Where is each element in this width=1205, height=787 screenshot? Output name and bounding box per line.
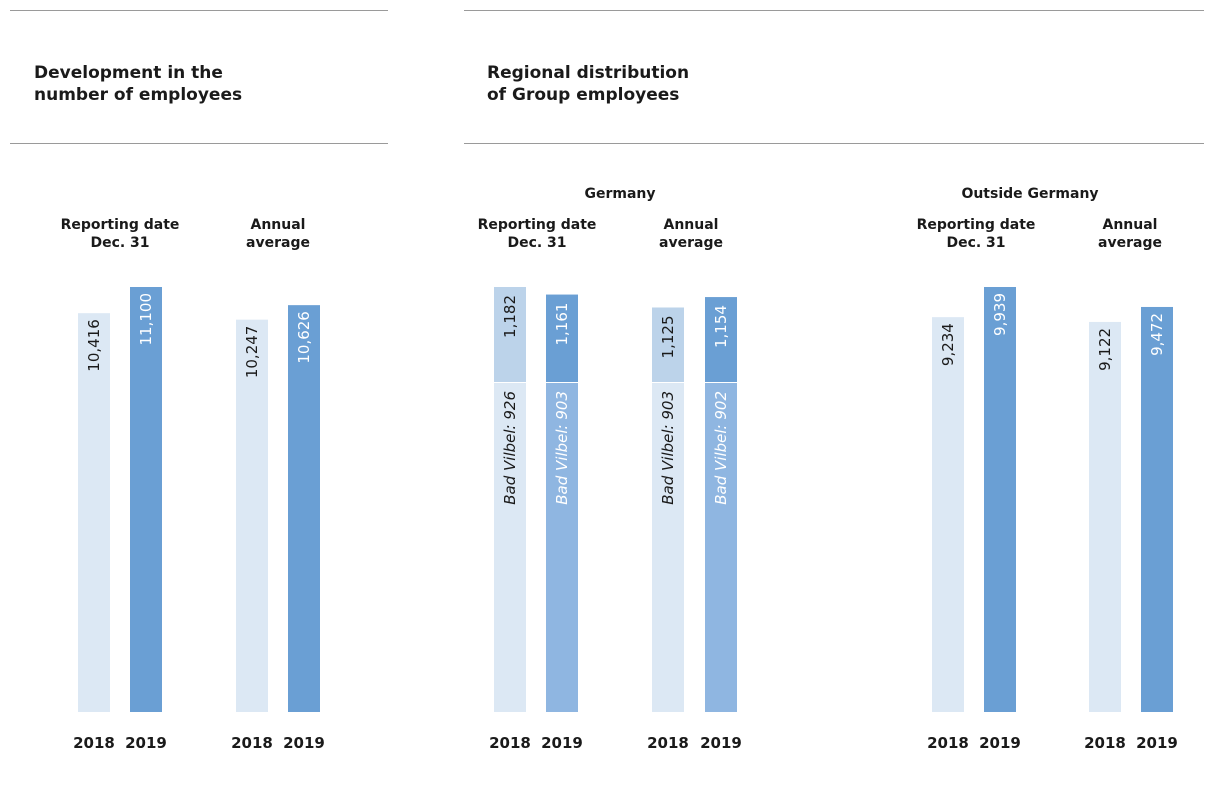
year-label-germany-col0-2018: 2018 xyxy=(489,734,531,752)
value-label-outside-germany-col1-2019: 9,472 xyxy=(1148,313,1166,356)
bar-bottom-germany-col1-2019 xyxy=(705,383,737,712)
year-label-employees-col1-2019: 2019 xyxy=(283,734,325,752)
year-label-germany-col1-2018: 2018 xyxy=(647,734,689,752)
bar-outside-germany-col0-2018 xyxy=(932,317,964,712)
year-label-germany-col1-2019: 2019 xyxy=(700,734,742,752)
bar-divider-germany-col0-2019 xyxy=(546,382,578,383)
bar-divider-germany-col1-2018 xyxy=(652,382,684,383)
bar-outside-germany-col0-2019 xyxy=(984,287,1016,712)
total-label-germany-col0-2019: 1,161 xyxy=(553,303,571,346)
group-title-outside-germany: Outside Germany xyxy=(961,186,1099,202)
total-label-germany-col1-2018: 1,125 xyxy=(659,315,677,358)
bar-top-germany-col1-2019 xyxy=(705,297,737,382)
year-label-employees-col0-2019: 2019 xyxy=(125,734,167,752)
top-rule-left xyxy=(10,10,388,11)
sub-label-germany-col1-2019: Bad Vilbel: 902 xyxy=(712,391,730,505)
year-label-outside-germany-col1-2018: 2018 xyxy=(1084,734,1126,752)
col-title-annual-average-2: Annual average xyxy=(659,217,723,251)
bar-bottom-germany-col0-2018 xyxy=(494,383,526,712)
bar-outside-germany-col1-2018 xyxy=(1089,321,1121,712)
bar-outside-germany-col1-2019 xyxy=(1141,306,1173,712)
value-label-outside-germany-col1-2018: 9,122 xyxy=(1096,328,1114,371)
col-title-reporting-date-2: Reporting date Dec. 31 xyxy=(477,217,597,251)
year-label-germany-col0-2019: 2019 xyxy=(541,734,583,752)
bar-divider-germany-col0-2018 xyxy=(494,382,526,383)
col-title-annual-average-3: Annual average xyxy=(1098,217,1162,251)
col-title-reporting-date-1: Reporting date Dec. 31 xyxy=(60,217,180,251)
bar-top-germany-col1-2018 xyxy=(652,307,684,382)
year-label-outside-germany-col1-2019: 2019 xyxy=(1136,734,1178,752)
group-title-germany: Germany xyxy=(584,186,656,202)
value-label-outside-germany-col0-2019: 9,939 xyxy=(991,293,1009,336)
top-rule-right xyxy=(464,10,1204,11)
bar-employees-col1-2019 xyxy=(288,305,320,712)
value-label-outside-germany-col0-2018: 9,234 xyxy=(939,323,957,366)
panel-title-employees: Development in the number of employees xyxy=(34,63,243,105)
sub-label-germany-col0-2018: Bad Vilbel: 926 xyxy=(501,391,519,505)
bar-divider-germany-col1-2019 xyxy=(705,382,737,383)
sub-label-germany-col1-2018: Bad Vilbel: 903 xyxy=(659,391,677,505)
bar-bottom-germany-col1-2018 xyxy=(652,383,684,712)
title-rule-left xyxy=(10,143,388,144)
bar-top-germany-col0-2018 xyxy=(494,287,526,382)
year-label-outside-germany-col0-2018: 2018 xyxy=(927,734,969,752)
total-label-germany-col1-2019: 1,154 xyxy=(712,305,730,348)
value-label-employees-col0-2018: 10,416 xyxy=(85,319,103,372)
bar-employees-col0-2019 xyxy=(130,287,162,712)
col-title-annual-average-1: Annual average xyxy=(246,217,310,251)
panel-title-regional: Regional distribution of Group employees xyxy=(487,63,690,105)
value-label-employees-col0-2019: 11,100 xyxy=(137,293,155,346)
value-label-employees-col1-2019: 10,626 xyxy=(295,311,313,364)
bar-employees-col1-2018 xyxy=(236,319,268,712)
title-rule-right xyxy=(464,143,1204,144)
year-label-outside-germany-col0-2019: 2019 xyxy=(979,734,1021,752)
col-title-reporting-date-3: Reporting date Dec. 31 xyxy=(916,217,1036,251)
bar-bottom-germany-col0-2019 xyxy=(546,383,578,712)
sub-label-germany-col0-2019: Bad Vilbel: 903 xyxy=(553,391,571,505)
bar-employees-col0-2018 xyxy=(78,313,110,712)
bar-top-germany-col0-2019 xyxy=(546,294,578,382)
total-label-germany-col0-2018: 1,182 xyxy=(501,295,519,338)
year-label-employees-col1-2018: 2018 xyxy=(231,734,273,752)
year-label-employees-col0-2018: 2018 xyxy=(73,734,115,752)
value-label-employees-col1-2018: 10,247 xyxy=(243,326,261,379)
